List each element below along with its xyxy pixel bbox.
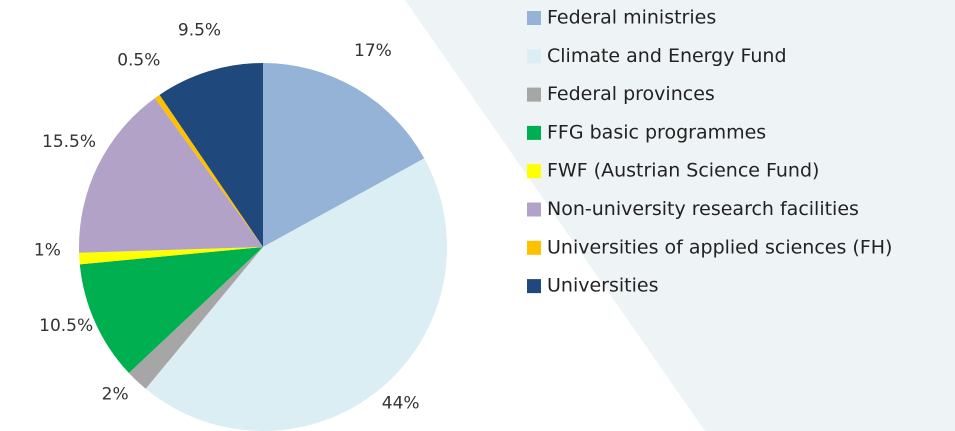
legend-swatch (527, 240, 541, 255)
pie-slice (78, 98, 263, 253)
data-label: 10.5% (39, 316, 93, 336)
data-label: 2% (102, 384, 129, 404)
data-label: 17% (354, 41, 392, 61)
pie-slice (79, 247, 264, 373)
pie-slice (263, 63, 425, 247)
data-label: 1% (34, 241, 61, 261)
legend-swatch (527, 164, 541, 179)
legend-label: Non-university research facilities (547, 198, 859, 220)
background-panel (405, 0, 955, 431)
data-label: 0.5% (117, 50, 160, 70)
legend-label: FWF (Austrian Science Fund) (547, 160, 819, 182)
data-label: 9.5% (178, 21, 221, 41)
pie-slice (145, 158, 447, 431)
legend-swatch (527, 202, 541, 217)
legend-label: Universities of applied sciences (FH) (547, 236, 892, 258)
pie-slice (154, 94, 263, 248)
legend-swatch (527, 87, 541, 102)
legend-swatch (527, 279, 541, 294)
legend-swatch (527, 11, 541, 25)
legend-swatch (527, 49, 541, 64)
pie-slice (79, 247, 263, 265)
data-label: 44% (382, 393, 420, 413)
legend-swatch (527, 125, 541, 140)
pie-slice (128, 247, 263, 389)
legend-label: FFG basic programmes (547, 121, 766, 143)
pie-slice (159, 63, 263, 247)
legend-label: Universities (547, 275, 658, 297)
legend-label: Federal ministries (547, 7, 716, 29)
legend-label: Federal provinces (547, 83, 715, 105)
data-label: 15.5% (42, 132, 96, 152)
legend-label: Climate and Energy Fund (547, 45, 787, 67)
